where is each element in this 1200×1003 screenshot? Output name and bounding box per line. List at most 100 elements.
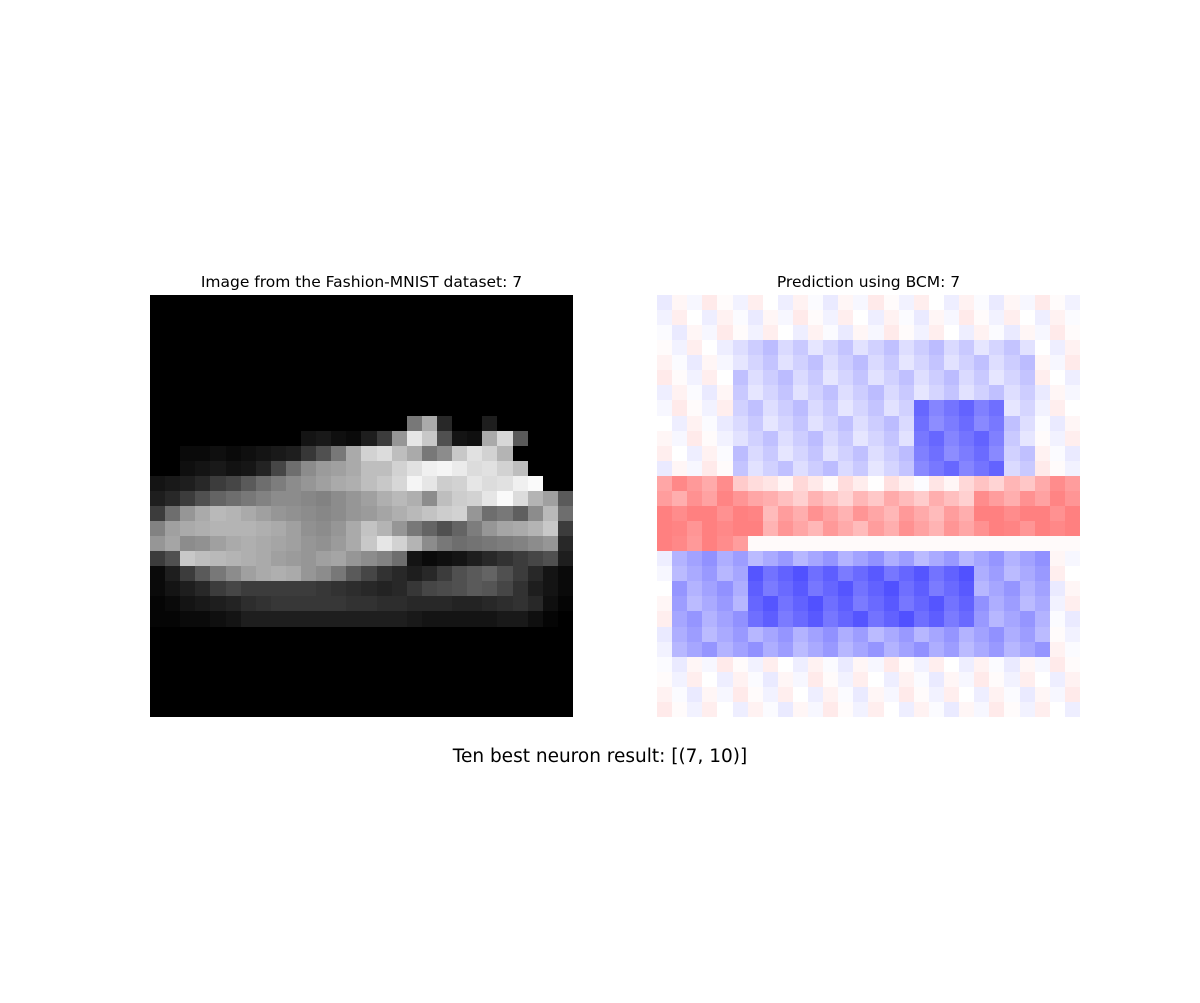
heatmap-cell <box>838 490 854 506</box>
heatmap-cell <box>974 566 990 582</box>
heatmap-cell <box>928 430 945 446</box>
heatmap-cell <box>527 551 543 567</box>
heatmap-cell <box>542 701 558 717</box>
heatmap-cell <box>1049 566 1065 582</box>
heatmap-cell <box>959 671 975 687</box>
heatmap-cell <box>823 551 839 567</box>
heatmap-cell <box>868 445 884 461</box>
heatmap-cell <box>301 641 317 657</box>
heatmap-cell <box>270 521 286 537</box>
heatmap-cell <box>747 521 763 537</box>
heatmap-cell <box>883 400 899 416</box>
heatmap-cell <box>285 295 302 311</box>
heatmap-cell <box>1019 505 1035 522</box>
heatmap-cell <box>974 641 990 657</box>
heatmap-cell <box>195 581 211 597</box>
heatmap-cell <box>165 536 181 552</box>
heatmap-cell <box>717 551 733 567</box>
heatmap-cell <box>777 310 793 326</box>
heatmap-cell <box>823 596 839 612</box>
heatmap-cell <box>808 460 824 476</box>
heatmap-cell <box>959 355 975 371</box>
heatmap-cell <box>1064 475 1080 491</box>
heatmap-cell <box>1049 551 1065 567</box>
heatmap-cell <box>687 536 703 552</box>
heatmap-cell <box>717 415 733 431</box>
heatmap-cell <box>868 475 884 491</box>
heatmap-cell <box>1004 310 1020 326</box>
heatmap-cell <box>959 445 975 461</box>
heatmap-cell <box>747 400 763 416</box>
heatmap-cell <box>542 430 558 446</box>
heatmap-cell <box>195 310 211 326</box>
heatmap-cell <box>240 445 256 461</box>
heatmap-cell <box>702 415 718 431</box>
heatmap-cell <box>497 295 513 311</box>
heatmap-cell <box>838 686 854 702</box>
heatmap-cell <box>959 490 975 506</box>
heatmap-cell <box>150 445 166 461</box>
heatmap-cell <box>672 686 688 702</box>
heatmap-cell <box>391 671 407 687</box>
heatmap-cell <box>732 536 748 552</box>
heatmap-cell <box>868 521 884 537</box>
heatmap-cell <box>376 340 392 356</box>
heatmap-cell <box>974 445 990 461</box>
heatmap-cell <box>1049 475 1065 491</box>
heatmap-cell <box>702 310 718 326</box>
heatmap-cell <box>792 671 809 687</box>
heatmap-cell <box>853 686 869 702</box>
heatmap-cell <box>452 551 468 567</box>
heatmap-cell <box>959 701 975 717</box>
heatmap-cell <box>913 671 929 687</box>
heatmap-cell <box>527 460 543 476</box>
heatmap-cell <box>512 656 528 672</box>
heatmap-cell <box>853 355 869 371</box>
heatmap-cell <box>512 551 528 567</box>
heatmap-cell <box>165 596 181 612</box>
heatmap-cell <box>974 505 990 522</box>
prediction-heatmap <box>657 295 1080 717</box>
heatmap-cell <box>255 626 271 642</box>
heatmap-cell <box>225 400 241 416</box>
heatmap-cell <box>898 551 914 567</box>
heatmap-cell <box>989 596 1005 612</box>
heatmap-cell <box>331 551 347 567</box>
heatmap-cell <box>437 701 453 717</box>
heatmap-cell <box>928 490 945 506</box>
heatmap-cell <box>1019 701 1035 717</box>
heatmap-cell <box>944 701 960 717</box>
heatmap-cell <box>270 445 286 461</box>
heatmap-cell <box>316 656 332 672</box>
heatmap-cell <box>777 355 793 371</box>
heatmap-cell <box>316 641 332 657</box>
heatmap-cell <box>1019 490 1035 506</box>
heatmap-cell <box>527 445 543 461</box>
heatmap-cell <box>497 566 513 582</box>
heatmap-cell <box>808 626 824 642</box>
heatmap-cell <box>406 355 422 371</box>
heatmap-cell <box>346 641 362 657</box>
heatmap-cell <box>959 581 975 597</box>
heatmap-cell <box>542 686 558 702</box>
heatmap-cell <box>853 340 869 356</box>
heatmap-cell <box>1064 325 1080 341</box>
heatmap-cell <box>316 686 332 702</box>
heatmap-cell <box>195 521 211 537</box>
heatmap-cell <box>376 566 392 582</box>
heatmap-cell <box>1034 415 1050 431</box>
heatmap-cell <box>557 340 573 356</box>
heatmap-cell <box>657 325 673 341</box>
heatmap-cell <box>557 445 573 461</box>
heatmap-cell <box>792 475 809 491</box>
heatmap-cell <box>868 641 884 657</box>
heatmap-cell <box>421 521 438 537</box>
heatmap-cell <box>1064 536 1080 552</box>
heatmap-cell <box>542 460 558 476</box>
heatmap-cell <box>301 701 317 717</box>
heatmap-cell <box>180 536 196 552</box>
heatmap-cell <box>959 370 975 386</box>
heatmap-cell <box>853 611 869 627</box>
heatmap-cell <box>301 611 317 627</box>
heatmap-cell <box>792 566 809 582</box>
